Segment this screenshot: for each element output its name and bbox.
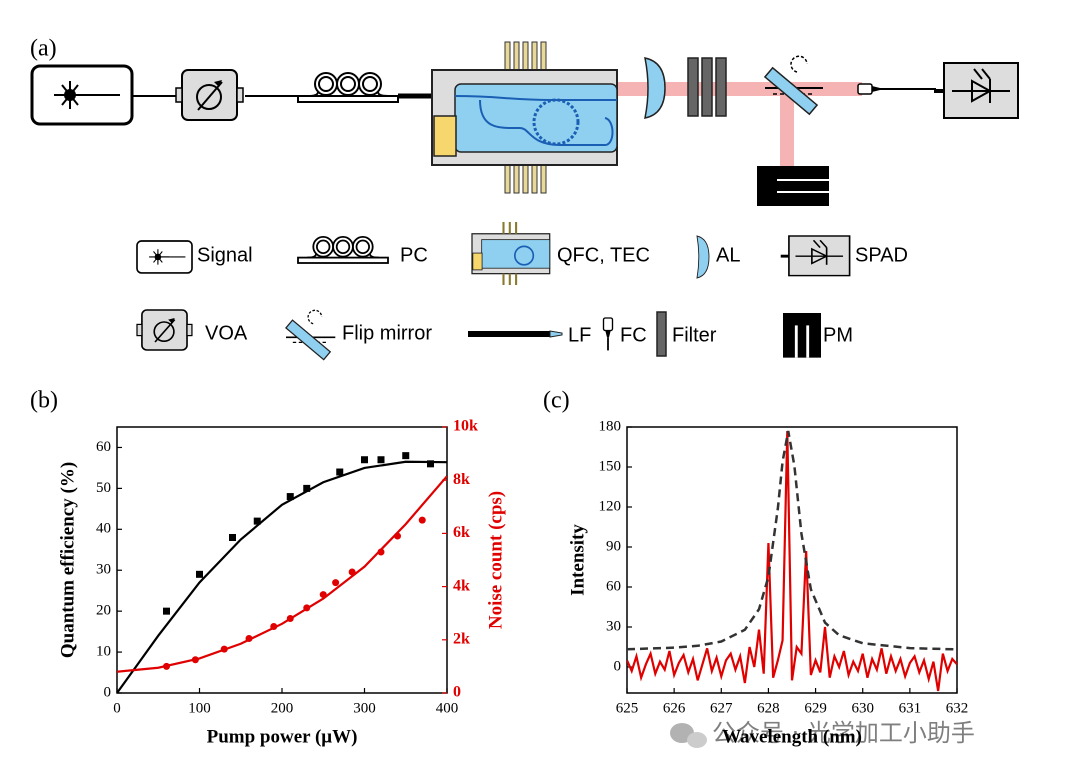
y-tick-label: 180 — [599, 418, 622, 434]
x-tick-label: 632 — [946, 700, 969, 716]
y-tick-label: 10k — [453, 418, 478, 435]
data-point — [402, 452, 410, 460]
x-tick-label: 100 — [188, 700, 211, 716]
filter — [715, 57, 727, 117]
panel-label: (b) — [30, 388, 58, 414]
data-point — [336, 468, 344, 476]
legend-label: Signal — [197, 244, 253, 266]
y-axis-label: Quantum efficiency (%) — [57, 462, 78, 658]
filter — [687, 57, 699, 117]
legend-label: AL — [716, 244, 740, 266]
y-tick-label: 40 — [96, 521, 111, 537]
data-point — [229, 533, 236, 541]
y-axis-label: Intensity — [567, 524, 588, 596]
legend-label: SPAD — [855, 244, 908, 266]
spad — [932, 61, 1020, 120]
data-point — [418, 516, 426, 524]
data-line — [627, 430, 957, 692]
data-point — [163, 607, 170, 615]
y-tick-label: 30 — [96, 562, 111, 578]
y-tick-label: 60 — [606, 578, 621, 594]
x-axis-label: Pump power (μW) — [207, 726, 358, 747]
x-axis-label: Wavelength (nm) — [722, 726, 862, 747]
y-tick-label: 50 — [96, 480, 111, 496]
y-tick-label: 60 — [96, 439, 111, 455]
x-tick-label: 400 — [436, 700, 459, 716]
y-tick-label: 90 — [606, 538, 621, 554]
plot-frame — [116, 426, 448, 694]
chart: 0 100 200 300 400010203040506002k4k6k8k10kPu… — [57, 418, 506, 748]
laser-beam — [780, 96, 794, 166]
y-tick-label: 2k — [453, 630, 470, 647]
x-tick-label: 0 — [113, 700, 121, 716]
x-tick-label: 200 — [271, 700, 294, 716]
legend-label: QFC, TEC — [557, 244, 650, 266]
y2-axis-label: Noise count (cps) — [485, 491, 506, 629]
y-tick-label: 10 — [96, 644, 111, 660]
y-tick-label: 120 — [599, 498, 622, 514]
legend-label: VOA — [205, 322, 248, 344]
y-tick-label: 30 — [606, 618, 621, 634]
voa — [175, 69, 244, 121]
data-point — [253, 517, 261, 525]
data-point — [427, 460, 434, 468]
data-point — [286, 493, 294, 501]
qfc — [431, 41, 618, 194]
y-tick-label: 8k — [453, 471, 470, 488]
x-tick-label: 300 — [353, 700, 376, 716]
aspheric-lens — [644, 57, 666, 119]
legend-label: FC — [620, 324, 647, 346]
y-tick-label: 4k — [453, 577, 470, 594]
x-tick-label: 628 — [757, 700, 780, 716]
x-tick-label: 631 — [899, 700, 922, 716]
x-tick-label: 625 — [616, 700, 639, 716]
y-tick-label: 0 — [104, 684, 112, 700]
legend: Signal PC QFC, TEC AL SPAD VOA Flip mirr… — [136, 222, 908, 361]
pc — [297, 72, 399, 103]
y-tick-label: 150 — [599, 458, 622, 474]
data-line — [117, 475, 447, 673]
y-tick-label: 20 — [96, 603, 111, 619]
y-tick-label: 6k — [453, 524, 470, 541]
panel-label: (a) — [30, 36, 57, 62]
watermark: 公众号 · 光学加工小助手 — [670, 719, 975, 748]
legend-label: Filter — [672, 324, 717, 346]
data-point — [303, 484, 311, 492]
data-line — [117, 460, 447, 693]
data-point — [332, 579, 340, 587]
data-point — [361, 456, 368, 464]
signal-laser — [30, 64, 134, 126]
x-tick-label: 629 — [804, 700, 827, 716]
panel-label: (c) — [543, 388, 570, 414]
x-tick-label: 630 — [851, 700, 874, 716]
data-point — [377, 456, 385, 464]
x-tick-label: 627 — [710, 700, 733, 716]
plot-frame — [626, 426, 958, 694]
data-point — [196, 570, 203, 578]
chart: 625 626 627 628 629 630 631 632 0 30 60 90 120 150 180… — [567, 418, 968, 747]
legend-label: LF — [568, 324, 591, 346]
y-tick-label: 0 — [614, 658, 622, 674]
power-meter — [756, 165, 830, 207]
legend-label: PC — [400, 244, 428, 266]
data-line — [627, 430, 957, 651]
filter — [701, 57, 713, 117]
watermark-text: 公众号 · 光学加工小助手 — [712, 719, 975, 747]
legend-label: PM — [823, 324, 853, 346]
legend-label: Flip mirror — [342, 322, 432, 344]
x-tick-label: 626 — [663, 700, 686, 716]
fiber-coupler — [857, 83, 895, 95]
y-tick-label: 0 — [453, 684, 461, 701]
